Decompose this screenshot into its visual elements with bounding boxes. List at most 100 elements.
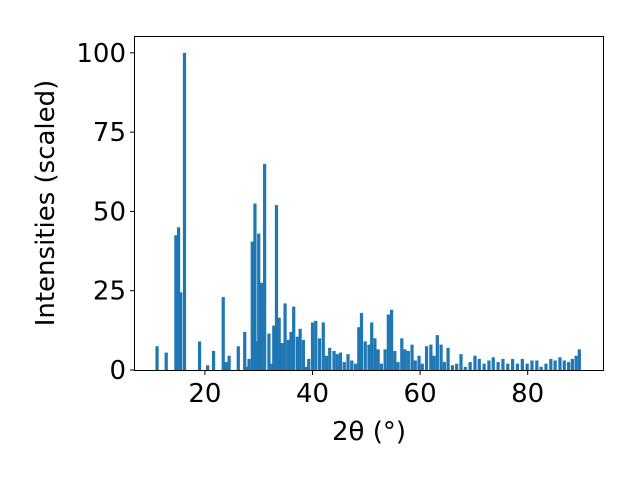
bar: [280, 343, 284, 370]
x-tick-label: 40: [296, 379, 329, 409]
bar: [566, 362, 571, 370]
y-tick-label: 100: [76, 39, 126, 69]
bar: [227, 355, 231, 370]
bar: [324, 355, 329, 370]
bar: [301, 339, 305, 370]
bar: [442, 362, 446, 370]
bar: [370, 322, 374, 370]
bar: [272, 325, 276, 370]
bar: [574, 355, 578, 370]
y-axis-label: Intensities (scaled): [31, 80, 61, 327]
bar: [455, 363, 459, 370]
y-axis: 0 25 50 75 100: [76, 39, 135, 386]
bar: [283, 303, 287, 370]
bar: [459, 354, 463, 370]
bar: [182, 52, 187, 371]
bar: [511, 358, 515, 370]
bar: [406, 350, 410, 370]
bar: [468, 362, 472, 370]
bar: [553, 360, 557, 370]
bar: [247, 358, 251, 370]
bar: [463, 366, 467, 370]
bar: [379, 363, 383, 370]
bar: [298, 328, 302, 370]
bar: [206, 365, 210, 370]
bar: [389, 309, 394, 370]
bar: [383, 349, 387, 370]
bar: [357, 327, 361, 370]
x-tick-label: 60: [404, 379, 437, 409]
bar: [432, 355, 436, 370]
bar: [506, 363, 510, 370]
bar: [224, 362, 228, 370]
bar: [501, 358, 505, 370]
bar: [332, 350, 336, 370]
bar: [424, 346, 429, 370]
bar: [413, 360, 417, 370]
bar: [562, 360, 566, 370]
bar: [570, 358, 574, 370]
x-axis: 20 40 60 80: [188, 370, 544, 409]
bar: [367, 344, 371, 370]
bar: [267, 333, 271, 370]
bar: [549, 358, 553, 370]
bar: [420, 363, 424, 370]
bar: [328, 347, 332, 370]
x-axis-label: 2θ (°): [332, 417, 406, 447]
bar: [176, 227, 181, 370]
x-tick-label: 20: [188, 379, 221, 409]
bar: [446, 347, 450, 370]
bar: [292, 306, 296, 370]
bar: [417, 355, 421, 370]
bar: [525, 363, 529, 370]
bar: [403, 349, 407, 370]
bar: [179, 292, 183, 370]
bar: [317, 338, 322, 370]
bar: [359, 312, 364, 370]
bar: [243, 331, 247, 370]
bar: [410, 344, 414, 370]
bar: [376, 349, 380, 370]
bar: [393, 350, 397, 370]
bar: [221, 297, 225, 370]
bar: [236, 346, 240, 370]
bar: [211, 350, 216, 370]
bar: [558, 357, 562, 370]
bars-group: [155, 52, 581, 371]
bar: [321, 322, 325, 370]
x-tick-label: 80: [511, 379, 544, 409]
bar: [515, 363, 520, 370]
bar: [259, 282, 264, 370]
y-tick-label: 0: [109, 356, 126, 386]
bar: [491, 357, 495, 370]
bar: [286, 339, 290, 370]
bar: [577, 349, 581, 370]
bar: [307, 358, 311, 370]
bar: [439, 344, 443, 370]
bar: [400, 338, 404, 370]
y-tick-label: 75: [93, 118, 126, 148]
bar: [530, 360, 534, 370]
bar: [342, 362, 346, 370]
bar: [535, 360, 539, 370]
y-tick-label: 50: [93, 197, 126, 227]
bar: [155, 346, 159, 370]
bar: [277, 317, 281, 370]
bar: [257, 233, 261, 370]
bar: [304, 366, 308, 370]
bar: [335, 354, 339, 370]
bar: [245, 366, 249, 370]
bar: [373, 338, 377, 370]
bar: [197, 341, 202, 370]
bar: [396, 362, 400, 370]
bar: [487, 360, 491, 370]
bar: [274, 205, 279, 370]
bar: [346, 354, 350, 370]
bar: [482, 363, 486, 370]
bar: [338, 352, 343, 370]
bar: [544, 363, 548, 370]
bar: [289, 331, 293, 370]
bar: [250, 241, 254, 370]
bar: [353, 363, 358, 370]
bar: [310, 322, 315, 370]
